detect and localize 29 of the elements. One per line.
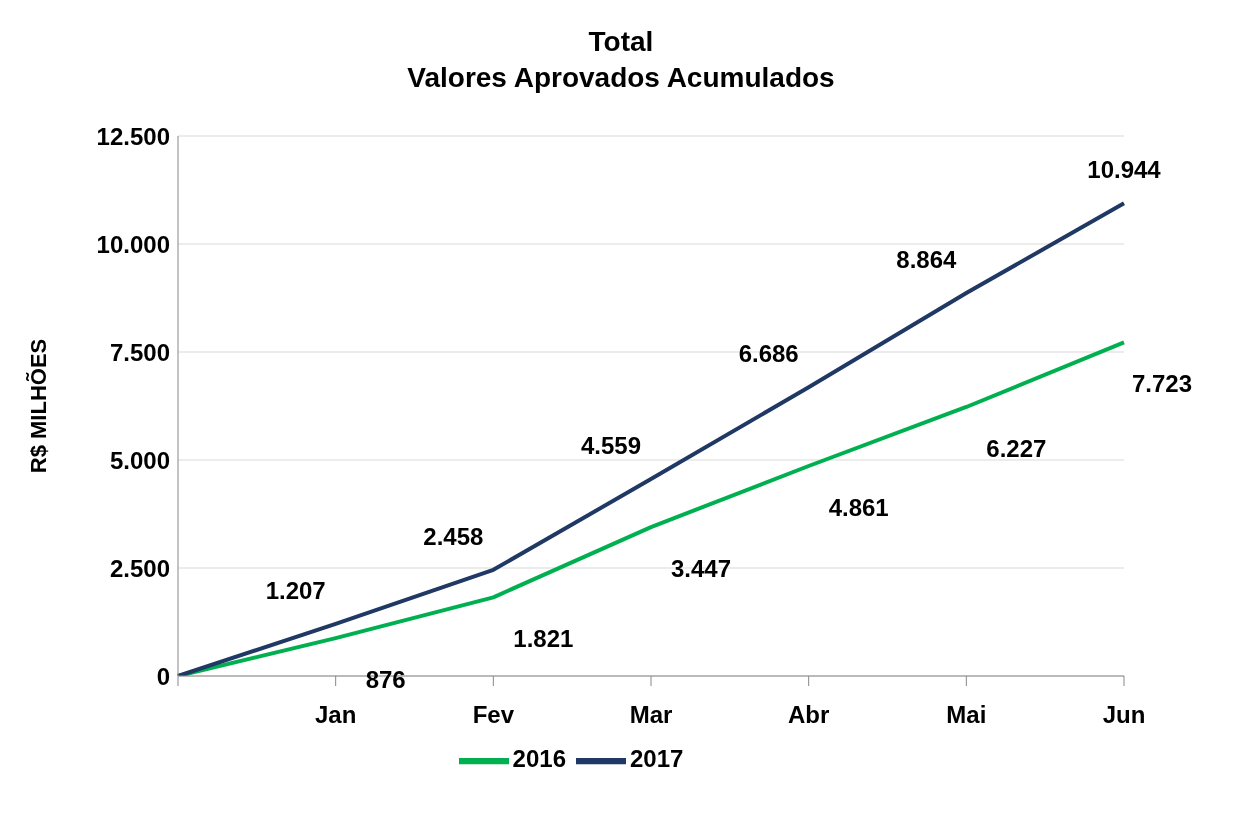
data-label: 6.686 <box>738 340 799 368</box>
x-tick-label: Jan <box>314 701 357 729</box>
y-tick-label: 5.000 <box>109 446 170 474</box>
chart-title: Total <box>587 25 655 59</box>
data-label: 1.207 <box>265 576 326 604</box>
x-tick-label: Mai <box>946 701 987 729</box>
chart-subtitle: Valores Aprovados Acumulados <box>406 61 836 95</box>
data-label: 1.821 <box>513 625 574 653</box>
x-tick-label: Abr <box>787 701 830 729</box>
y-tick-label: 10.000 <box>96 230 170 258</box>
data-label: 7.723 <box>1132 370 1193 398</box>
data-label: 3.447 <box>670 555 732 583</box>
y-tick-label: 12.500 <box>96 122 170 150</box>
data-label: 876 <box>365 666 406 694</box>
x-tick-label: Mar <box>629 701 673 729</box>
data-label: 2.458 <box>423 522 484 550</box>
data-label: 4.861 <box>828 494 889 521</box>
x-tick-label: Jun <box>1102 701 1146 729</box>
data-label: 8.864 <box>896 246 958 274</box>
data-label: 10.944 <box>1087 156 1162 184</box>
y-tick-label: 2.500 <box>109 554 170 582</box>
legend-label: 2016 <box>512 745 566 773</box>
x-tick-label: Fev <box>472 701 515 729</box>
y-axis-title: R$ MILHÕES <box>25 338 51 474</box>
y-tick-label: 0 <box>156 662 170 690</box>
data-label: 4.559 <box>580 432 642 460</box>
y-tick-label: 7.500 <box>109 338 170 366</box>
data-label: 6.227 <box>986 434 1047 462</box>
legend-label: 2017 <box>630 745 684 773</box>
